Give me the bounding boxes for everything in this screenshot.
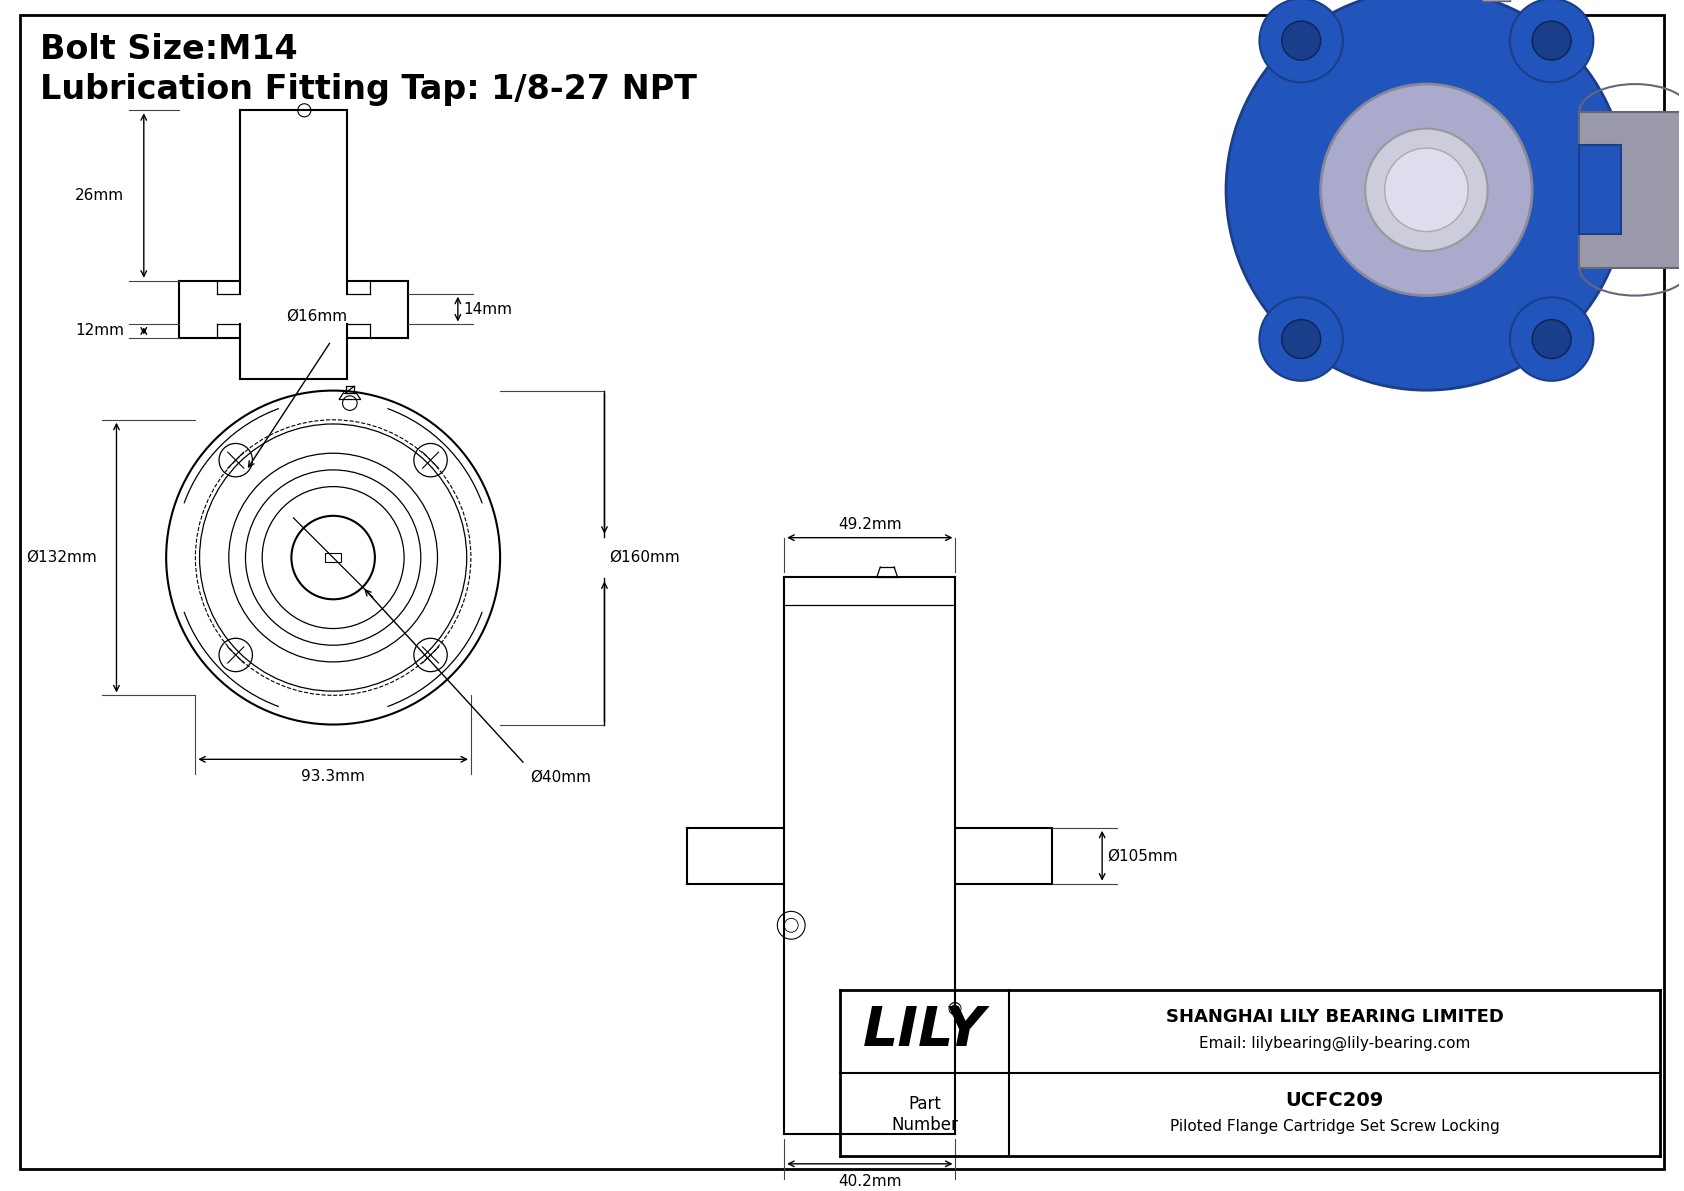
- Text: Bolt Size:M14: Bolt Size:M14: [40, 33, 298, 66]
- Circle shape: [1366, 129, 1487, 251]
- Text: Lubrication Fitting Tap: 1/8-27 NPT: Lubrication Fitting Tap: 1/8-27 NPT: [40, 73, 697, 106]
- Text: Ø160mm: Ø160mm: [610, 550, 680, 565]
- Text: 14mm: 14mm: [463, 301, 512, 317]
- Text: 26mm: 26mm: [74, 188, 125, 202]
- Circle shape: [1532, 319, 1571, 358]
- Circle shape: [1511, 298, 1593, 381]
- Text: 12mm: 12mm: [74, 324, 125, 338]
- Circle shape: [1282, 319, 1320, 358]
- Text: 49.2mm: 49.2mm: [839, 517, 901, 531]
- Circle shape: [1260, 298, 1342, 381]
- Text: Ø105mm: Ø105mm: [1106, 848, 1177, 863]
- Circle shape: [1226, 0, 1627, 391]
- Text: LILY: LILY: [862, 1004, 987, 1059]
- Bar: [1169, 31, 1655, 358]
- Text: UCFC209: UCFC209: [1285, 1091, 1384, 1110]
- Text: Ø40mm: Ø40mm: [530, 769, 591, 784]
- Text: 40.2mm: 40.2mm: [839, 1174, 901, 1189]
- Bar: [1580, 145, 1622, 235]
- Circle shape: [1282, 21, 1320, 60]
- Bar: [325, 554, 342, 562]
- Text: 93.3mm: 93.3mm: [301, 769, 365, 784]
- Circle shape: [1320, 85, 1532, 295]
- Text: ®: ®: [945, 1000, 963, 1018]
- Text: Ø132mm: Ø132mm: [25, 550, 96, 565]
- Text: Email: lilybearing@lily-bearing.com: Email: lilybearing@lily-bearing.com: [1199, 1036, 1470, 1050]
- Bar: [1580, 112, 1684, 268]
- Text: Part
Number: Part Number: [891, 1095, 958, 1134]
- Circle shape: [1260, 0, 1342, 82]
- Text: Piloted Flange Cartridge Set Screw Locking: Piloted Flange Cartridge Set Screw Locki…: [1170, 1118, 1499, 1134]
- Text: Ø16mm: Ø16mm: [286, 308, 347, 324]
- Circle shape: [1532, 21, 1571, 60]
- Circle shape: [1384, 148, 1468, 231]
- Text: SHANGHAI LILY BEARING LIMITED: SHANGHAI LILY BEARING LIMITED: [1165, 1009, 1504, 1027]
- Circle shape: [1511, 0, 1593, 82]
